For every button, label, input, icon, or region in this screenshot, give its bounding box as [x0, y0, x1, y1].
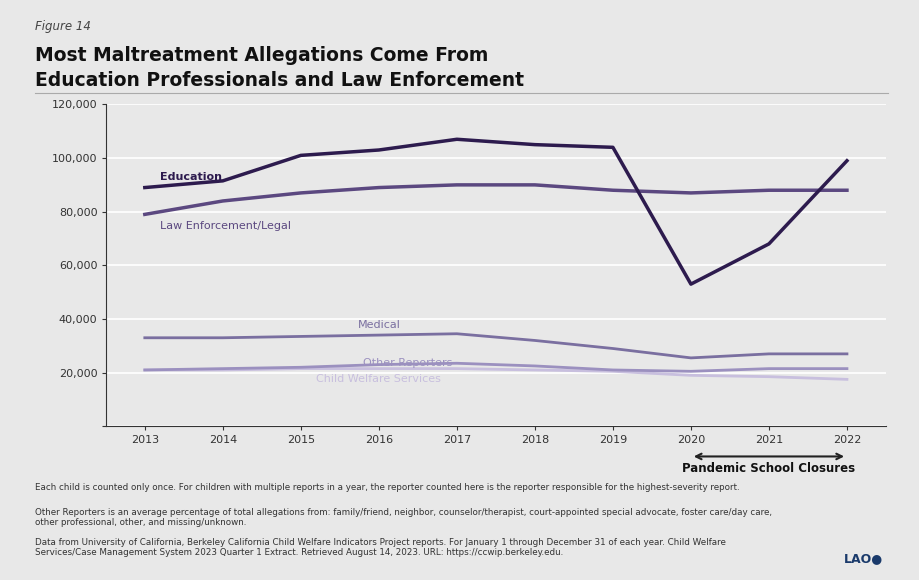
Text: Education: Education	[160, 172, 222, 182]
Text: Law Enforcement/Legal: Law Enforcement/Legal	[160, 221, 291, 231]
Text: Child Welfare Services: Child Welfare Services	[316, 374, 441, 384]
Text: Figure 14: Figure 14	[35, 20, 91, 33]
Text: Each child is counted only once. For children with multiple reports in a year, t: Each child is counted only once. For chi…	[35, 483, 739, 492]
Text: Data from University of California, Berkeley California Child Welfare Indicators: Data from University of California, Berk…	[35, 538, 725, 557]
Text: Medical: Medical	[357, 320, 400, 329]
Text: Pandemic School Closures: Pandemic School Closures	[682, 462, 855, 475]
Text: Education Professionals and Law Enforcement: Education Professionals and Law Enforcem…	[35, 71, 524, 90]
Text: Most Maltreatment Allegations Come From: Most Maltreatment Allegations Come From	[35, 46, 488, 66]
Text: Other Reporters is an average percentage of total allegations from: family/frien: Other Reporters is an average percentage…	[35, 508, 771, 527]
Text: LAO●: LAO●	[843, 553, 882, 566]
Text: Other Reporters: Other Reporters	[363, 358, 452, 368]
